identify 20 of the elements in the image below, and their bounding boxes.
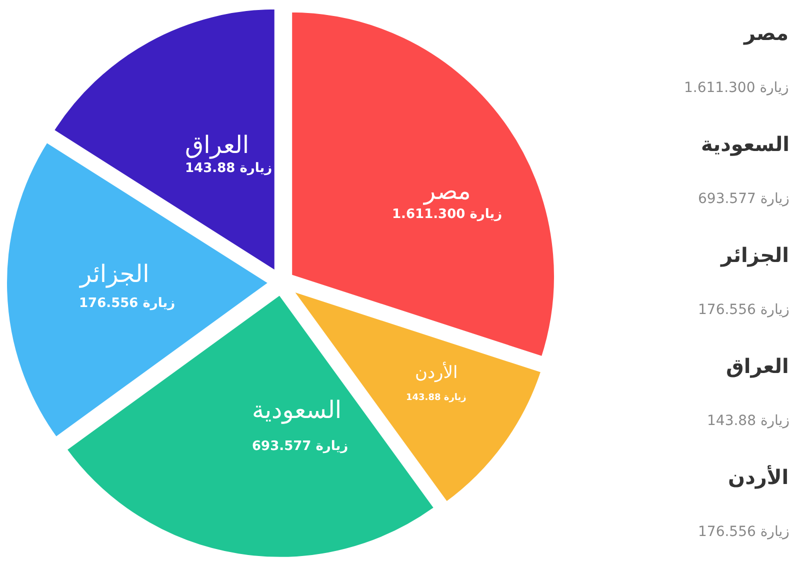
text: 1.611.300 زيارة (684, 80, 789, 96)
text: العراق (726, 354, 789, 378)
text: الجزائر (720, 243, 790, 267)
slice-label: العراق (185, 131, 250, 159)
text: 693.577 زيارة (698, 191, 790, 207)
text: 176.556 زيارة (79, 296, 176, 311)
text: 176.556 زيارة (698, 524, 790, 540)
text: 143.88 زيارة (406, 393, 466, 403)
slice-label: الجزائر (79, 260, 150, 288)
slice-label: السعودية (252, 396, 342, 424)
text: 143.88 زيارة (707, 413, 790, 429)
text: الأردن (728, 465, 789, 489)
slice-label: مصر (423, 177, 471, 205)
text: 693.577 زيارة (252, 439, 348, 454)
text: 143.88 زيارة (185, 161, 272, 176)
text: 176.556 زيارة (698, 302, 790, 318)
slice-label: الأردن (415, 361, 458, 383)
text: السعودية (701, 132, 790, 156)
text: 1.611.300 زيارة (392, 207, 502, 222)
text: مصر (743, 21, 789, 45)
